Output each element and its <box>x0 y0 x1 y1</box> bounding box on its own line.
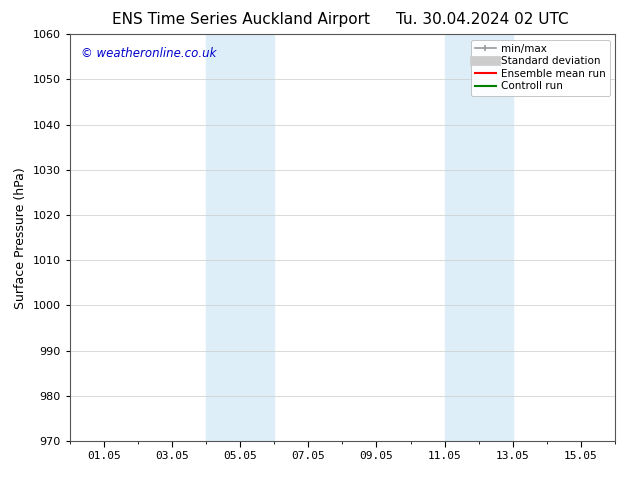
Bar <box>206 34 275 441</box>
Text: © weatheronline.co.uk: © weatheronline.co.uk <box>81 47 216 59</box>
Bar <box>444 34 513 441</box>
Text: ENS Time Series Auckland Airport: ENS Time Series Auckland Airport <box>112 12 370 27</box>
Text: Tu. 30.04.2024 02 UTC: Tu. 30.04.2024 02 UTC <box>396 12 568 27</box>
Legend: min/max, Standard deviation, Ensemble mean run, Controll run: min/max, Standard deviation, Ensemble me… <box>470 40 610 96</box>
Y-axis label: Surface Pressure (hPa): Surface Pressure (hPa) <box>14 167 27 309</box>
